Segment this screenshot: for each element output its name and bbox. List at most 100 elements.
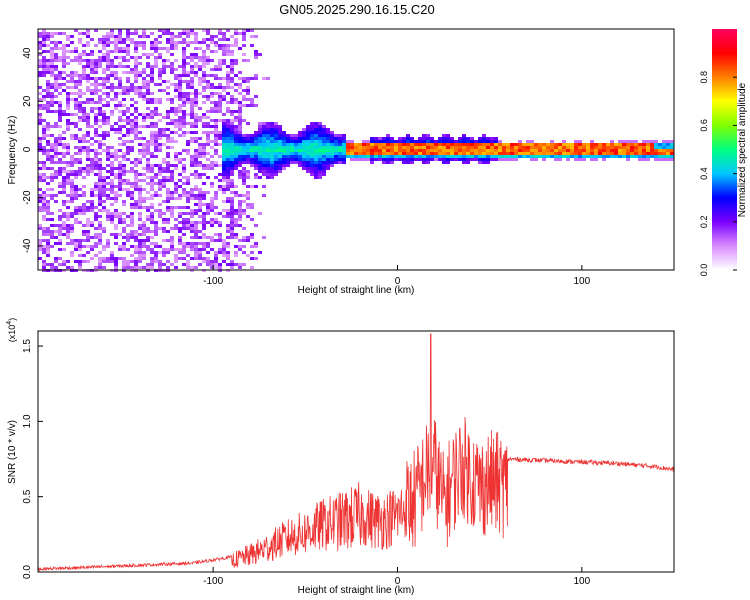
spectrogram-cell (350, 140, 354, 143)
spectrogram-cell (326, 149, 330, 152)
spectrogram-cell (594, 155, 598, 158)
spectrogram-cell (462, 140, 466, 143)
spectrogram-cell (194, 32, 198, 35)
spectrogram-cell (246, 152, 250, 155)
spectrogram-cell (234, 29, 238, 32)
spectrogram-cell (106, 50, 110, 53)
spectrogram-cell (118, 188, 122, 191)
spectrogram-cell (50, 110, 54, 113)
spectrogram-cell (126, 158, 130, 161)
spectrogram-cell (570, 146, 574, 149)
spectrogram-cell (74, 221, 78, 224)
spectrogram-cell (86, 167, 90, 170)
spectrogram-cell (154, 194, 158, 197)
spectrogram-cell (38, 173, 42, 176)
spectrogram-cell (186, 140, 190, 143)
spectrogram-cell (158, 83, 162, 86)
spectrogram-cell (166, 32, 170, 35)
spectrogram-cell (182, 248, 186, 251)
spectrogram-cell (46, 155, 50, 158)
spectrogram-cell (334, 158, 338, 161)
spectrogram-cell (354, 143, 358, 146)
spectrogram-cell (198, 80, 202, 83)
spectrogram-cell (78, 101, 82, 104)
spectrogram-cell (122, 257, 126, 260)
spectrogram-cell (50, 86, 54, 89)
spectrogram-cell (138, 149, 142, 152)
spectrogram-cell (162, 170, 166, 173)
spectrogram-cell (198, 263, 202, 266)
spectrogram-cell (150, 32, 154, 35)
spectrogram-cell (150, 248, 154, 251)
spectrogram-cell (546, 143, 550, 146)
spectrogram-cell (178, 35, 182, 38)
spectrogram-cell (186, 152, 190, 155)
spectrogram-cell (238, 173, 242, 176)
spectrogram-cell (106, 74, 110, 77)
spectrogram-cell (142, 80, 146, 83)
spectrogram-cell (206, 236, 210, 239)
spectrogram-cell (46, 245, 50, 248)
spectrogram-cell (98, 233, 102, 236)
spectrogram-cell (42, 167, 46, 170)
spectrogram-cell (614, 149, 618, 152)
spectrogram-cell (70, 71, 74, 74)
spectrogram-cell (182, 47, 186, 50)
spectrogram-cell (98, 167, 102, 170)
spectrogram-cell (118, 119, 122, 122)
spectrogram-cell (198, 203, 202, 206)
spectrogram-cell (118, 110, 122, 113)
spectrogram-cell (294, 143, 298, 146)
spectrogram-cell (122, 158, 126, 161)
spectrogram-cell (54, 125, 58, 128)
spectrogram-cell (202, 242, 206, 245)
spectrogram-cell (170, 194, 174, 197)
spectrogram-cell (206, 158, 210, 161)
spectrogram-cell (174, 110, 178, 113)
spectrogram-cell (94, 206, 98, 209)
spectrogram-cell (226, 188, 230, 191)
spectrogram-cell (146, 227, 150, 230)
spectrogram-cell (106, 104, 110, 107)
spectrogram-cell (98, 179, 102, 182)
spectrogram-cell (134, 158, 138, 161)
spectrogram-cell (134, 185, 138, 188)
spectrogram-cell (158, 251, 162, 254)
spectrogram-cell (66, 86, 70, 89)
spectrogram-cell (626, 140, 630, 143)
spectrogram-cell (654, 152, 658, 155)
spectrogram-cell (170, 245, 174, 248)
spectrogram-cell (346, 146, 350, 149)
spectrogram-cell (194, 101, 198, 104)
spectrogram-cell (294, 155, 298, 158)
spectrogram-cell (246, 239, 250, 242)
spectrogram-cell (118, 218, 122, 221)
spectrogram-cell (310, 128, 314, 131)
spectrogram-cell (162, 167, 166, 170)
spectrogram-cell (622, 155, 626, 158)
spectrogram-cell (254, 56, 258, 59)
spectrogram-cell (230, 137, 234, 140)
spectrogram-cell (270, 134, 274, 137)
spectrogram-cell (102, 260, 106, 263)
spectrogram-cell (382, 146, 386, 149)
spectrogram-cell (130, 131, 134, 134)
spectrogram-cell (74, 122, 78, 125)
spectrogram-cell (122, 173, 126, 176)
spectrogram-cell (70, 266, 74, 269)
spectrogram-cell (270, 167, 274, 170)
spectrogram-cell (62, 161, 66, 164)
spectrogram-cell (486, 143, 490, 146)
spectrogram-cell (258, 125, 262, 128)
spectrogram-cell (530, 152, 534, 155)
spectrogram-cell (162, 251, 166, 254)
spectrogram-cell (162, 62, 166, 65)
spectrogram-cell (222, 128, 226, 131)
spectrogram-cell (306, 152, 310, 155)
spectrogram-cell (146, 35, 150, 38)
spectrogram-cell (238, 83, 242, 86)
spectrogram-cell (482, 149, 486, 152)
spectrogram-cell (214, 194, 218, 197)
spectrogram-cell (422, 152, 426, 155)
spectrogram-cell (186, 182, 190, 185)
